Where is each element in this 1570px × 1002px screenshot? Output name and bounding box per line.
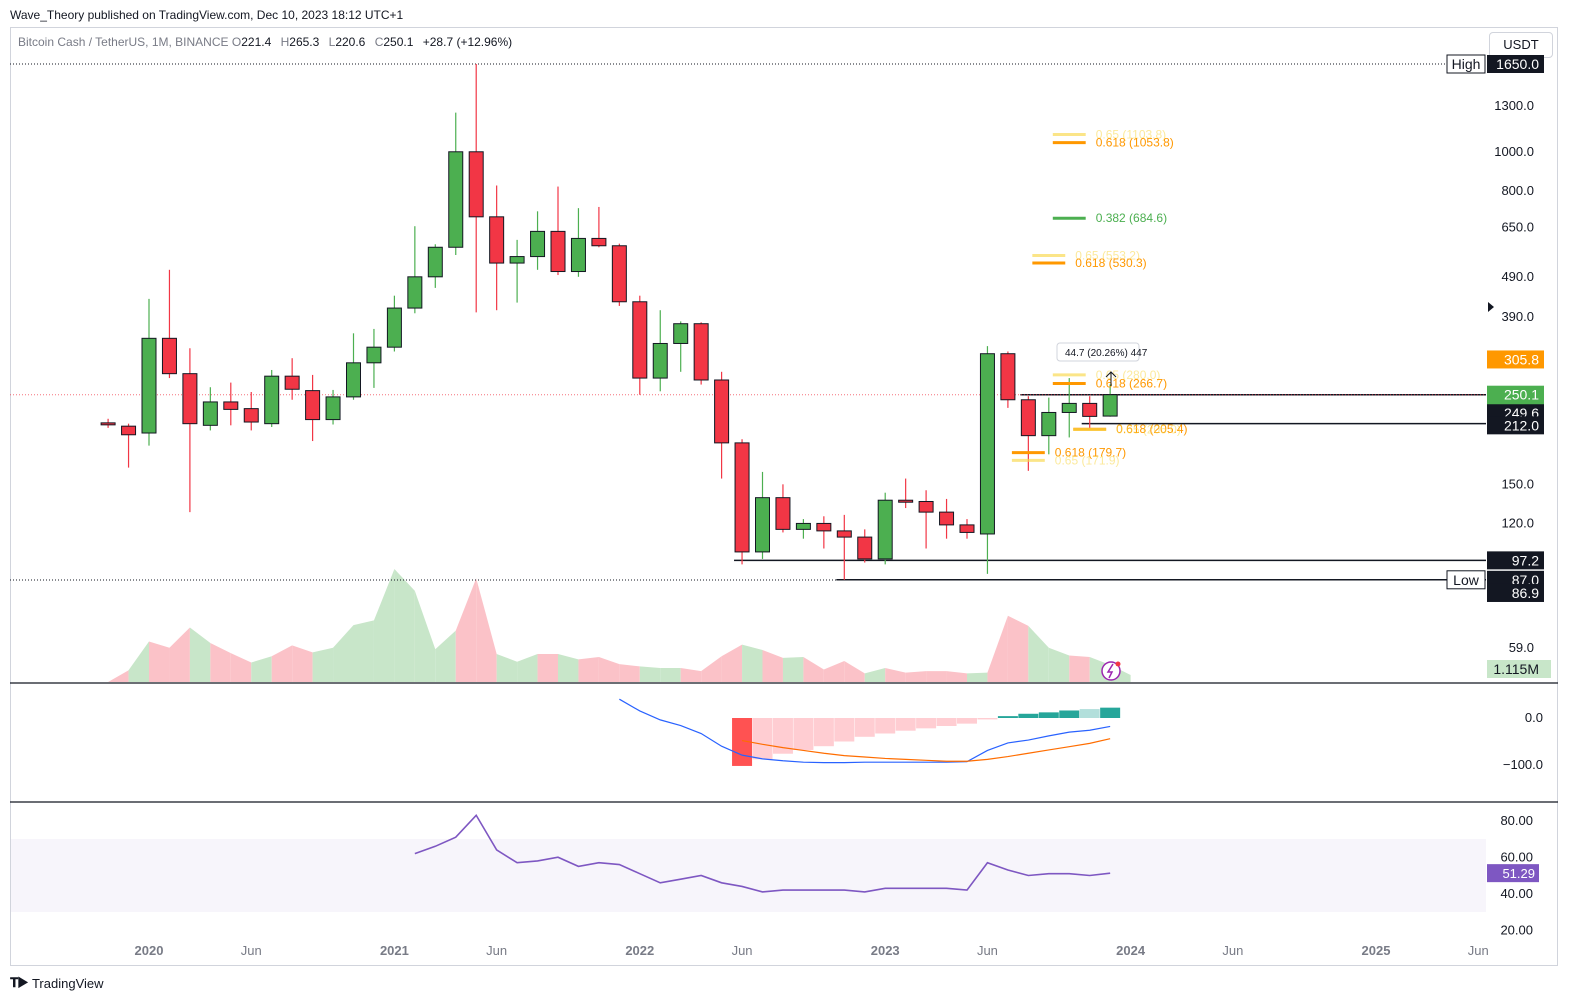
high-label: H [280,35,290,49]
close-label: C [374,35,384,49]
publish-info: Wave_Theory published on TradingView.com… [10,8,404,22]
low-label: L [328,35,336,49]
low-value: 220.6 [335,35,366,49]
close-value: 250.1 [383,35,414,49]
footer: 𝐓▶ TradingView [10,975,104,991]
symbol-name[interactable]: Bitcoin Cash / TetherUS, 1M, BINANCE [18,35,229,49]
change-value: +28.7 (+12.96%) [422,35,513,49]
symbol-legend: Bitcoin Cash / TetherUS, 1M, BINANCE O22… [18,35,512,49]
currency-button[interactable]: USDT [1489,32,1553,58]
high-value: 265.3 [289,35,320,49]
footer-brand: TradingView [31,975,104,991]
open-label: O [231,35,242,49]
chart-frame [10,27,1558,966]
tradingview-logo-icon: 𝐓▶ [10,975,29,990]
open-value: 221.4 [241,35,272,49]
